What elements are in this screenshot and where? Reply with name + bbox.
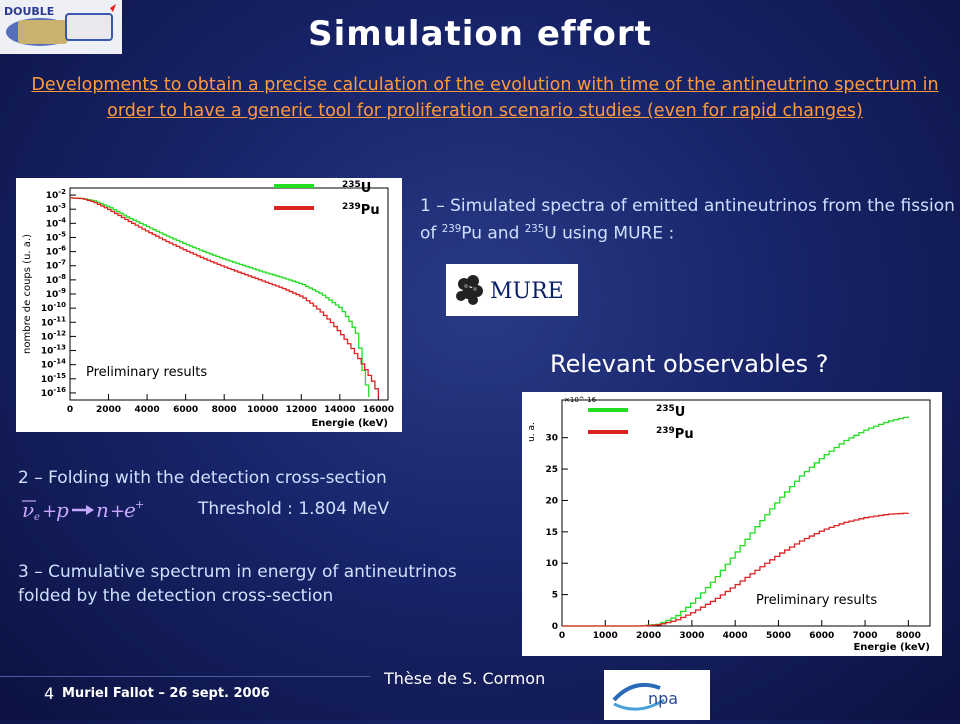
x-tick-label: 7000 [853,631,878,641]
svg-text:p: p [56,498,69,522]
plot-frame [561,399,931,627]
preliminary-results-label: Preliminary results [86,365,207,380]
series-u-line [70,197,370,398]
y-tick-label: 10-13 [41,344,66,357]
y-tick-label: 15 [545,528,558,538]
y-tick-label: 10-2 [46,188,66,201]
x-axis-label: Energie (keV) [311,418,388,429]
cumulative-spectrum-plot: 0 1000 2000 3000 4000 5000 6000 7000 8000 0 5 10 15 2… [522,392,942,656]
svg-text:ν: ν [22,498,34,522]
y-tick-label: 10-12 [41,329,66,342]
legend-label-pu: 239Pu [342,202,380,218]
x-tick-label: 10000 [247,405,278,415]
legend-label-u: 235U [342,180,371,196]
y-tick-label: 10-6 [46,245,66,258]
y-axis-label: u. a. [527,422,537,442]
y-tick-label: 10-15 [41,372,66,385]
legend-label-u: 235U [656,404,685,420]
step-3-text: 3 – Cumulative spectrum in energy of ant… [18,562,457,606]
y-tick-label: 25 [545,465,558,475]
slide-subtitle: Developments to obtain a precise calcula… [31,75,939,121]
y-tick-label: 10-11 [41,315,66,328]
y-tick-label: 10-3 [46,202,66,215]
x-tick-label: 0 [67,405,73,415]
x-tick-label: 14000 [324,405,355,415]
y-tick-label: 5 [552,591,558,601]
thesis-credit: Thèse de S. Cormon [384,669,546,688]
x-tick-label: 2000 [96,405,121,415]
x-tick-label: 16000 [363,405,394,415]
preliminary-results-label: Preliminary results [756,593,877,608]
svg-text:MURE: MURE [490,279,564,304]
y-tick-label: 10-8 [46,273,66,286]
svg-text:DOUBLE: DOUBLE [4,5,54,18]
x-tick-label: 1000 [593,631,618,641]
y-tick-label: 10 [545,559,558,569]
x-tick-label: 6000 [173,405,198,415]
svg-text:npa: npa [648,689,678,708]
npac-logo: npa [604,670,710,720]
x-tick-label: 8000 [896,631,921,641]
mure-logo: MURE [446,264,578,316]
x-axis-label: Energie (keV) [853,642,930,653]
svg-text:+: + [42,501,57,522]
footer-divider [0,676,370,677]
step-1-text: 1 – Simulated spectra of emitted antineu… [420,196,955,244]
step-2-text: 2 – Folding with the detection cross-sec… [18,468,387,488]
x-tick-label: 5000 [766,631,791,641]
x-tick-label: 4000 [135,405,160,415]
y-tick-label: 10-5 [46,230,66,243]
series-pu-line [70,197,380,398]
y-tick-label: 10-16 [41,386,66,399]
relevant-observables-heading: Relevant observables ? [550,350,829,378]
y-axis-label: nombre de coups (u. a.) [22,234,33,354]
spectra-plot: 0 2000 4000 6000 8000 10000 12000 14000 16000 10-… [16,178,402,432]
slide-number: 4 [44,684,55,703]
svg-text:e: e [124,498,136,522]
y-tick-label: 10-14 [41,358,66,371]
threshold-text: Threshold : 1.804 MeV [198,499,390,519]
svg-text:e: e [34,512,40,523]
y-tick-label: 10-9 [46,287,66,300]
double-chooz-logo: DOUBLE [0,0,122,54]
y-exponent-label: ×10^-16 [564,396,597,404]
x-tick-label: 0 [559,631,565,641]
x-tick-label: 6000 [809,631,834,641]
slide-title: Simulation effort [308,14,652,54]
ibd-reaction-formula: ν e + p n + e + [20,496,190,524]
y-tick-label: 10-7 [46,259,66,272]
x-tick-label: 4000 [723,631,748,641]
series-pu-line [562,512,910,627]
y-tick-label: 10-4 [46,216,66,229]
x-tick-label: 3000 [679,631,704,641]
svg-text:n: n [96,498,109,522]
y-tick-label: 10-10 [41,301,66,314]
svg-text:+: + [110,501,125,522]
legend-label-pu: 239Pu [656,426,694,442]
y-tick-label: 30 [545,434,558,444]
x-tick-label: 2000 [636,631,661,641]
x-tick-label: 12000 [286,405,317,415]
svg-text:+: + [135,498,144,511]
x-tick-label: 8000 [212,405,237,415]
y-tick-label: 20 [545,496,558,506]
y-tick-label: 0 [552,622,558,632]
footer-author: Muriel Fallot – 26 sept. 2006 [62,686,270,701]
